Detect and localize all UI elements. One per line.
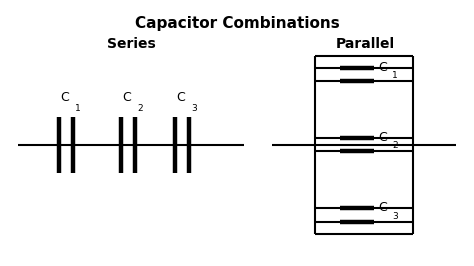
Text: 3: 3 bbox=[191, 104, 197, 113]
Text: 2: 2 bbox=[392, 142, 398, 150]
Text: C: C bbox=[378, 61, 387, 74]
Text: 1: 1 bbox=[75, 104, 81, 113]
Text: C: C bbox=[176, 91, 185, 104]
Text: 2: 2 bbox=[137, 104, 143, 113]
Text: 1: 1 bbox=[392, 71, 398, 80]
Text: Capacitor Combinations: Capacitor Combinations bbox=[135, 16, 339, 31]
Text: C: C bbox=[123, 91, 131, 104]
Text: C: C bbox=[378, 131, 387, 144]
Text: 3: 3 bbox=[392, 212, 398, 221]
Text: Series: Series bbox=[107, 37, 155, 51]
Text: Parallel: Parallel bbox=[336, 37, 395, 51]
Text: C: C bbox=[378, 201, 387, 214]
Text: C: C bbox=[61, 91, 69, 104]
